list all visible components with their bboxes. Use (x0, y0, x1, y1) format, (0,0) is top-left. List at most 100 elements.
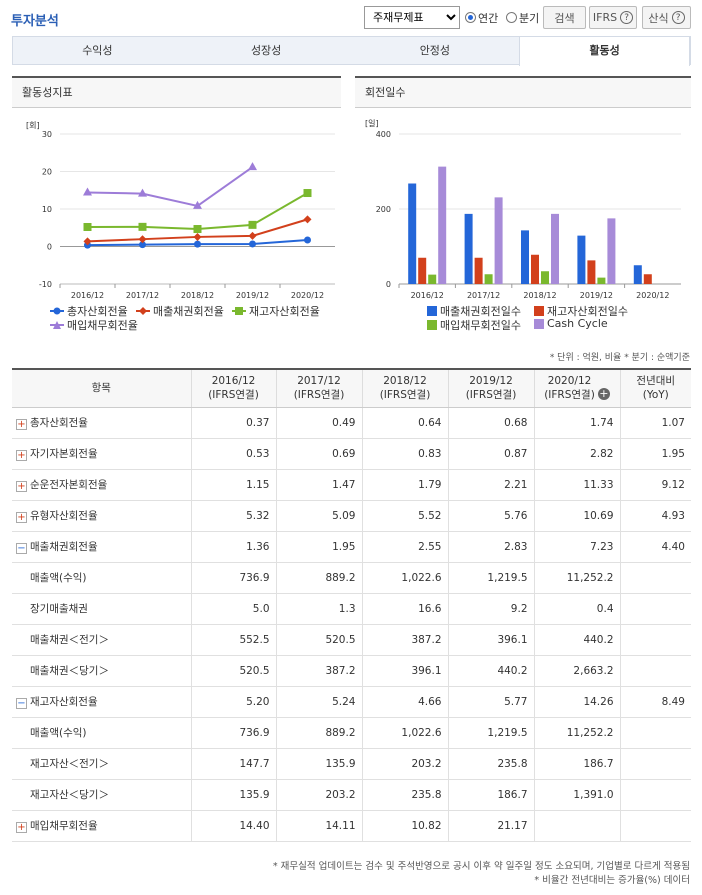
tab-activity[interactable]: 활동성 (519, 37, 690, 66)
bar (428, 274, 437, 284)
radio-quarter-label: 분기 (519, 11, 540, 25)
x-tick-label: 2019/12 (236, 291, 269, 300)
row-label: 매출채권회전율 (30, 541, 98, 553)
x-tick-label: 2016/12 (411, 291, 444, 300)
bar (464, 213, 473, 284)
legend-marker-triangle-icon (50, 321, 64, 329)
table-cell: 889.2 (275, 717, 362, 749)
legend-label: 재고자산회전율 (249, 305, 320, 318)
x-tick-label: 2019/12 (580, 291, 613, 300)
table-cell: 552.5 (190, 624, 276, 656)
table-cell: 203.2 (275, 779, 362, 811)
expand-icon[interactable]: + (16, 512, 27, 523)
search-button[interactable]: 검색 (543, 6, 586, 29)
unit-note: * 단위 : 억원, 비율 * 분기 : 순액기준 (549, 353, 690, 363)
bar-chart-legend: 매출채권회전일수 재고자산회전일수 매입채무회전일수 Cash Cycle (427, 303, 687, 333)
row-label-cell: 매출채권＜전기＞ (12, 624, 191, 656)
tab-stability[interactable]: 안정성 (419, 44, 451, 57)
table-cell (619, 593, 691, 625)
table-cell: 2.83 (447, 531, 534, 563)
data-point (248, 231, 257, 240)
table-cell: 135.9 (275, 748, 362, 780)
table-cell: 147.7 (190, 748, 276, 780)
table-row: 재고자산＜전기＞ 147.7 135.9 203.2 235.8 186.7 (12, 748, 691, 780)
table-cell: 11.33 (533, 469, 620, 501)
table-cell: 520.5 (190, 655, 276, 687)
table-row: 매출채권＜전기＞ 552.5 520.5 387.2 396.1 440.2 (12, 624, 691, 656)
table-cell: 5.09 (275, 500, 362, 532)
data-point (193, 225, 202, 234)
x-tick-label: 2017/12 (126, 291, 159, 300)
table-cell: 1.95 (619, 438, 691, 470)
ifrs-button[interactable]: IFRS? (589, 6, 637, 29)
table-cell: 0.87 (447, 438, 534, 470)
bar (643, 274, 652, 284)
col-header-2017: 2017/12 (IFRS연결) (275, 369, 362, 408)
legend-swatch-icon (427, 306, 437, 316)
data-point (303, 189, 312, 198)
statement-select[interactable]: 주재무제표 (364, 6, 460, 29)
data-point (83, 237, 92, 246)
col-header-2020-label: 2020/12 (IFRS연결) (544, 375, 595, 402)
row-label-cell: 매출액(수익) (12, 717, 191, 749)
table-cell: 1,391.0 (533, 779, 620, 811)
row-label-cell[interactable]: + 매입채무회전율 (12, 810, 191, 842)
row-label-cell[interactable]: − 매출채권회전율 (12, 531, 191, 563)
search-button-label: 검색 (554, 11, 575, 25)
row-label-cell[interactable]: + 자기자본회전율 (12, 438, 191, 470)
data-point (303, 215, 312, 224)
table-cell: 5.0 (190, 593, 276, 625)
table-cell: 0.69 (275, 438, 362, 470)
x-tick-label: 2018/12 (181, 291, 214, 300)
expand-icon[interactable]: + (16, 822, 27, 833)
table-row: + 유형자산회전율 5.32 5.09 5.52 5.76 10.69 4.93 (12, 500, 691, 532)
table-cell: 203.2 (361, 748, 448, 780)
data-point (139, 241, 146, 249)
row-label-cell[interactable]: + 순운전자본회전율 (12, 469, 191, 501)
table-cell (619, 624, 691, 656)
legend-item: 매입채무회전율 (50, 317, 138, 333)
table-cell: 11,252.2 (533, 717, 620, 749)
row-label-cell[interactable]: + 총자산회전율 (12, 407, 191, 439)
collapse-icon[interactable]: − (16, 543, 27, 554)
expand-icon[interactable]: + (16, 419, 27, 430)
add-column-icon[interactable]: + (597, 387, 610, 401)
col-header-2019-label: 2019/12 (IFRS연결) (465, 375, 517, 402)
table-cell: 440.2 (533, 624, 620, 656)
tab-profitability[interactable]: 수익성 (82, 44, 113, 57)
table-cell: 1.95 (275, 531, 362, 563)
row-label: 유형자산회전율 (30, 510, 98, 522)
row-label-cell[interactable]: − 재고자산회전율 (12, 686, 191, 718)
expand-icon[interactable]: + (16, 450, 27, 461)
line-chart-legend: 총자산회전율 매출채권회전율 재고자산회전율 매입채무회전율 (50, 303, 350, 333)
radio-quarter-indicator[interactable] (506, 12, 517, 23)
table-cell: 10.82 (361, 810, 448, 842)
legend-item: 재고자산회전율 (232, 303, 320, 319)
table-row: 매출채권＜당기＞ 520.5 387.2 396.1 440.2 2,663.2 (12, 655, 691, 687)
col-header-2018: 2018/12 (IFRS연결) (361, 369, 448, 408)
row-label-cell[interactable]: + 유형자산회전율 (12, 500, 191, 532)
radio-quarter[interactable]: 분기 (506, 6, 539, 29)
tab-growth[interactable]: 성장성 (250, 44, 282, 57)
activity-ratio-chart: [회]30 20 10 0 -10 2016/12 2017/12 2018/12 2019/1… (26, 121, 335, 300)
expand-icon[interactable]: + (16, 481, 27, 492)
table-cell (619, 748, 691, 780)
radio-annual-label: 연간 (478, 11, 499, 25)
collapse-icon[interactable]: − (16, 698, 27, 709)
table-cell: 0.64 (361, 407, 448, 439)
table-cell: 11,252.2 (533, 562, 620, 594)
col-header-2020: 2020/12 (IFRS연결) + (533, 369, 620, 408)
row-label: 순운전자본회전율 (30, 479, 108, 491)
table-cell: 4.93 (619, 500, 691, 532)
y-tick-label: 400 (376, 130, 391, 139)
table-cell: 2,663.2 (533, 655, 620, 687)
radio-annual-indicator[interactable] (465, 12, 476, 23)
data-point (248, 220, 257, 229)
legend-item: 매출채권회전율 (136, 303, 224, 319)
help-icon: ? (671, 11, 685, 24)
table-cell: 5.24 (275, 686, 362, 718)
radio-annual[interactable]: 연간 (465, 6, 498, 29)
formula-button[interactable]: 산식? (642, 6, 691, 29)
table-cell: 14.40 (190, 810, 276, 842)
table-cell (533, 810, 620, 842)
